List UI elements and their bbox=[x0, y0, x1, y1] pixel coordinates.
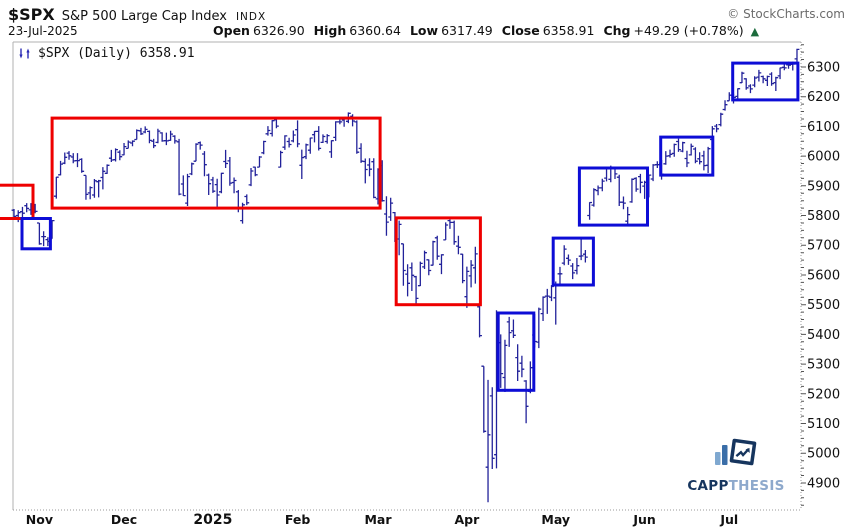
annotation-box-blue bbox=[496, 311, 536, 392]
y-axis-label: 5400 bbox=[807, 328, 840, 343]
annotation-box-blue bbox=[551, 236, 595, 287]
close-value: 6358.91 bbox=[542, 23, 595, 38]
quote-row: Open 6326.90 High 6360.64 Low 6317.49 Close… bbox=[213, 23, 759, 38]
x-axis-label: Jul bbox=[719, 512, 738, 527]
brand-name-part1: CAPP bbox=[687, 478, 729, 494]
y-axis-label: 6100 bbox=[807, 120, 840, 135]
copyright-notice: © StockCharts.com bbox=[727, 7, 845, 21]
index-name: S&P 500 Large Cap Index bbox=[61, 9, 227, 24]
brand-name-part2: THESIS bbox=[728, 478, 785, 494]
x-axis-label: Dec bbox=[111, 512, 137, 527]
annotation-box-red bbox=[50, 116, 382, 210]
y-axis-label: 5700 bbox=[807, 239, 840, 254]
chg-value: +49.29 (+0.78%) bbox=[633, 23, 744, 38]
annotation-box-blue bbox=[659, 135, 715, 177]
brand-logo: CAPPTHESIS bbox=[684, 435, 788, 494]
annotation-box-blue bbox=[20, 217, 52, 251]
symbol: $SPX bbox=[8, 5, 55, 24]
high-label: High bbox=[313, 23, 347, 38]
legend-label: $SPX (Daily) 6358.91 bbox=[38, 46, 195, 61]
y-axis-label: 6200 bbox=[807, 90, 840, 105]
x-axis-label: May bbox=[541, 512, 570, 527]
low-label: Low bbox=[409, 23, 439, 38]
quote-high: High 6360.64 bbox=[314, 23, 401, 38]
brand-logo-text: CAPPTHESIS bbox=[684, 478, 788, 494]
y-axis-label: 6000 bbox=[807, 150, 840, 165]
x-axis-label: Feb bbox=[285, 512, 311, 527]
chg-label: Chg bbox=[603, 23, 631, 38]
quote-change: Chg +49.29 (+0.78%) bbox=[603, 23, 743, 38]
y-axis-label: 5100 bbox=[807, 417, 840, 432]
quote-low: Low 6317.49 bbox=[410, 23, 493, 38]
brand-logo-icon bbox=[715, 438, 757, 466]
ohlc-bars bbox=[11, 48, 800, 503]
quote-date: 23-Jul-2025 bbox=[8, 24, 78, 38]
quote-close: Close 6358.91 bbox=[502, 23, 595, 38]
high-value: 6360.64 bbox=[349, 23, 401, 38]
annotation-box-red bbox=[0, 183, 35, 220]
x-axis-label: 2025 bbox=[193, 512, 232, 528]
annotation-box-blue bbox=[577, 166, 650, 227]
y-axis-label: 6300 bbox=[807, 61, 840, 76]
quote-open: Open 6326.90 bbox=[213, 23, 305, 38]
low-value: 6317.49 bbox=[441, 23, 493, 38]
open-value: 6326.90 bbox=[252, 23, 305, 38]
change-up-arrow-icon: ▲ bbox=[750, 25, 760, 38]
open-label: Open bbox=[213, 23, 250, 38]
y-axis-label: 5500 bbox=[807, 298, 840, 313]
x-axis-label: Mar bbox=[364, 512, 392, 527]
annotation-box-red bbox=[394, 216, 482, 307]
y-axis-label: 4900 bbox=[807, 477, 840, 492]
chart-legend: $SPX (Daily) 6358.91 bbox=[17, 46, 195, 61]
x-axis-label: Jun bbox=[632, 512, 655, 527]
annotation-box-blue bbox=[731, 61, 800, 102]
y-axis-major-ticks bbox=[801, 66, 806, 484]
y-axis-minor-ticks bbox=[801, 44, 804, 506]
y-axis-label: 5600 bbox=[807, 269, 840, 284]
y-axis-label: 5800 bbox=[807, 209, 840, 224]
exchange-code: INDX bbox=[235, 11, 267, 23]
y-axis-label: 5000 bbox=[807, 447, 840, 462]
close-label: Close bbox=[501, 23, 540, 38]
x-axis-label: Apr bbox=[455, 512, 481, 527]
y-axis-label: 5300 bbox=[807, 358, 840, 373]
ohlc-series-icon bbox=[19, 48, 30, 59]
y-axis-label: 5200 bbox=[807, 387, 840, 402]
y-axis-label: 5900 bbox=[807, 179, 840, 194]
x-axis-label: Nov bbox=[26, 512, 53, 527]
chart-header: $SPX S&P 500 Large Cap Index INDX bbox=[8, 5, 266, 24]
